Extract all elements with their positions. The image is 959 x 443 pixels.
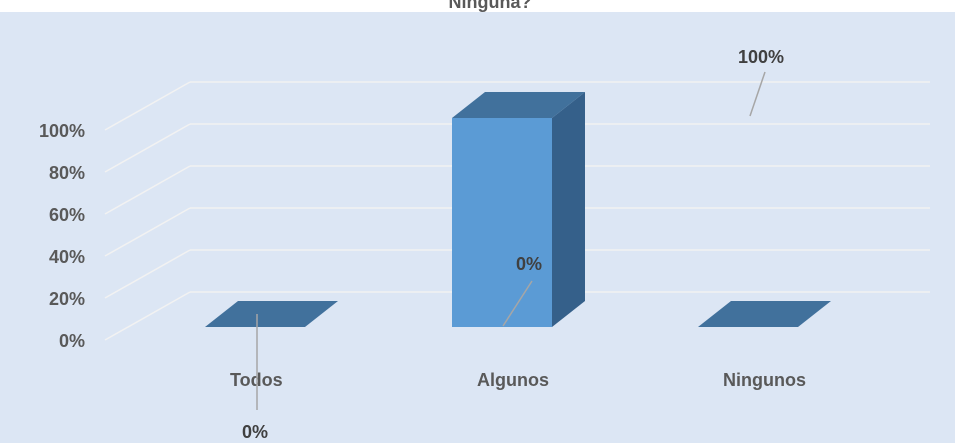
bars-layer: [205, 92, 831, 327]
chart-top-strip: [0, 0, 959, 12]
data-labels: 0% 0% 100%: [242, 47, 784, 442]
gridline-depth: [104, 81, 191, 131]
leader-line-algunos: [502, 280, 533, 327]
y-tick-label: 0%: [59, 331, 85, 351]
category-label-algunos: Algunos: [477, 370, 549, 390]
y-axis-ticks: 0% 20% 40% 60% 80% 100%: [39, 121, 85, 351]
y-tick-label: 60%: [49, 205, 85, 225]
gridline-depth: [104, 249, 191, 299]
gridline-depth: [104, 123, 191, 173]
x-axis-categories: TodosAlgunosNingunos: [230, 370, 806, 390]
gridline-depth: [104, 207, 191, 257]
bar-ningunos-top: [698, 301, 831, 327]
chart-left-edge: [0, 0, 12, 443]
bar-todos-top: [205, 301, 338, 327]
leader-line-ningunos: [749, 71, 766, 117]
gridline-depth: [104, 291, 191, 341]
data-label-ningunos: 100%: [738, 47, 784, 67]
bar-algunos-front: [452, 118, 552, 327]
category-label-ningunos: Ningunos: [723, 370, 806, 390]
y-tick-label: 40%: [49, 247, 85, 267]
y-tick-label: 80%: [49, 163, 85, 183]
bar-algunos-top: [452, 92, 585, 118]
chart-title: Ninguna?: [448, 0, 532, 12]
bar-algunos-side: [552, 92, 585, 327]
y-tick-label: 20%: [49, 289, 85, 309]
data-label-algunos: 0%: [516, 254, 542, 274]
data-label-todos: 0%: [242, 422, 268, 442]
chart-right-strip: [955, 0, 959, 443]
gridline-depth: [104, 165, 191, 215]
y-tick-label: 100%: [39, 121, 85, 141]
